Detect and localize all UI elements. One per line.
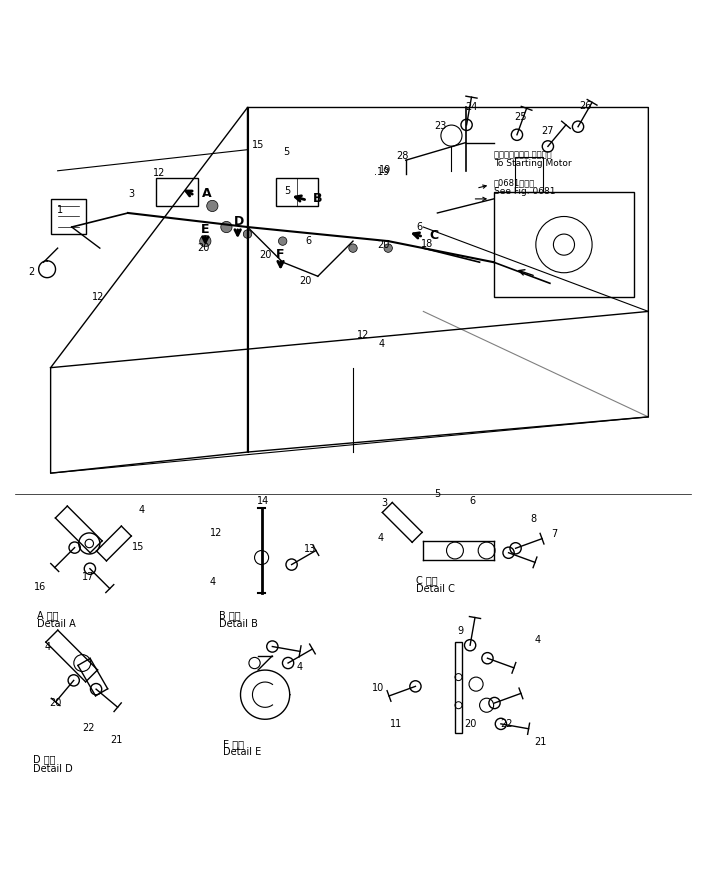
Text: 6: 6 [469, 496, 476, 505]
Text: 4: 4 [138, 504, 145, 514]
Text: 20: 20 [299, 275, 311, 285]
Text: 20: 20 [464, 718, 477, 729]
Text: 5: 5 [283, 147, 289, 157]
Text: Detail C: Detail C [417, 583, 455, 594]
Text: 9: 9 [457, 626, 463, 636]
Text: Detail D: Detail D [33, 763, 73, 773]
Text: B 詳細: B 詳細 [220, 610, 241, 620]
Text: 21: 21 [534, 736, 547, 746]
Text: 4: 4 [45, 641, 51, 652]
Text: 23: 23 [435, 121, 447, 131]
Text: 11: 11 [390, 718, 402, 729]
Text: 20: 20 [377, 239, 390, 250]
Text: 4: 4 [378, 532, 384, 542]
Text: A: A [202, 187, 211, 200]
Text: 3: 3 [381, 497, 388, 507]
Text: D: D [234, 215, 244, 228]
Text: 25: 25 [514, 111, 527, 122]
Text: 7: 7 [551, 529, 558, 538]
Text: 6: 6 [417, 221, 423, 232]
Text: 20: 20 [198, 242, 210, 253]
Text: 19: 19 [378, 165, 390, 175]
Text: 1: 1 [56, 205, 63, 215]
Circle shape [221, 222, 232, 233]
Text: スターティング モータへ: スターティング モータへ [493, 151, 551, 160]
Circle shape [278, 238, 287, 246]
Text: 14: 14 [257, 496, 269, 505]
Text: 15: 15 [252, 140, 264, 150]
Text: C 詳細: C 詳細 [417, 574, 438, 584]
Text: .19: .19 [373, 167, 389, 176]
Circle shape [384, 245, 393, 253]
Text: 4: 4 [378, 339, 384, 349]
Text: 28: 28 [396, 151, 408, 161]
Text: A 詳細: A 詳細 [37, 610, 58, 620]
Text: 2: 2 [28, 267, 35, 276]
Text: E 詳細: E 詳細 [223, 738, 244, 748]
Text: 20: 20 [49, 697, 61, 708]
Text: 22: 22 [83, 722, 95, 732]
Text: 5: 5 [434, 488, 440, 498]
Text: 10: 10 [372, 682, 384, 692]
Text: E: E [201, 223, 209, 236]
Text: 21: 21 [110, 734, 123, 744]
Text: Detail B: Detail B [220, 619, 258, 629]
Text: 27: 27 [542, 125, 554, 136]
Text: To Starting Motor: To Starting Motor [493, 159, 571, 168]
Text: 12: 12 [153, 168, 166, 178]
Text: Detail A: Detail A [37, 619, 76, 629]
Text: 6: 6 [306, 235, 312, 246]
Text: 3: 3 [128, 189, 135, 199]
Text: 20: 20 [259, 249, 271, 260]
Text: 26: 26 [579, 101, 591, 111]
Text: 12: 12 [210, 527, 222, 538]
Text: 16: 16 [35, 581, 47, 591]
Polygon shape [275, 179, 318, 207]
Text: D 詳細: D 詳細 [33, 753, 56, 764]
Text: 4: 4 [534, 634, 541, 645]
Circle shape [349, 245, 357, 253]
Text: 22: 22 [501, 718, 513, 729]
Text: 第0681図参照: 第0681図参照 [493, 179, 535, 188]
Text: 4: 4 [297, 661, 303, 671]
Text: 4: 4 [210, 576, 215, 587]
Circle shape [244, 231, 252, 239]
Text: 15: 15 [131, 541, 144, 552]
Text: 8: 8 [530, 513, 537, 524]
Text: 12: 12 [92, 292, 104, 302]
Text: 24: 24 [465, 102, 477, 112]
Text: 12: 12 [357, 330, 370, 339]
Text: Detail E: Detail E [223, 746, 261, 757]
Polygon shape [51, 200, 85, 235]
Circle shape [207, 201, 218, 212]
Text: 5: 5 [285, 186, 291, 196]
Polygon shape [156, 179, 198, 207]
Text: 18: 18 [421, 239, 433, 248]
Text: See Fig. 0681: See Fig. 0681 [493, 187, 555, 196]
Text: 17: 17 [83, 571, 95, 581]
Text: C: C [429, 229, 438, 242]
Circle shape [200, 236, 211, 247]
Text: B: B [313, 192, 323, 205]
Text: F: F [275, 247, 284, 260]
Text: 13: 13 [304, 543, 316, 553]
